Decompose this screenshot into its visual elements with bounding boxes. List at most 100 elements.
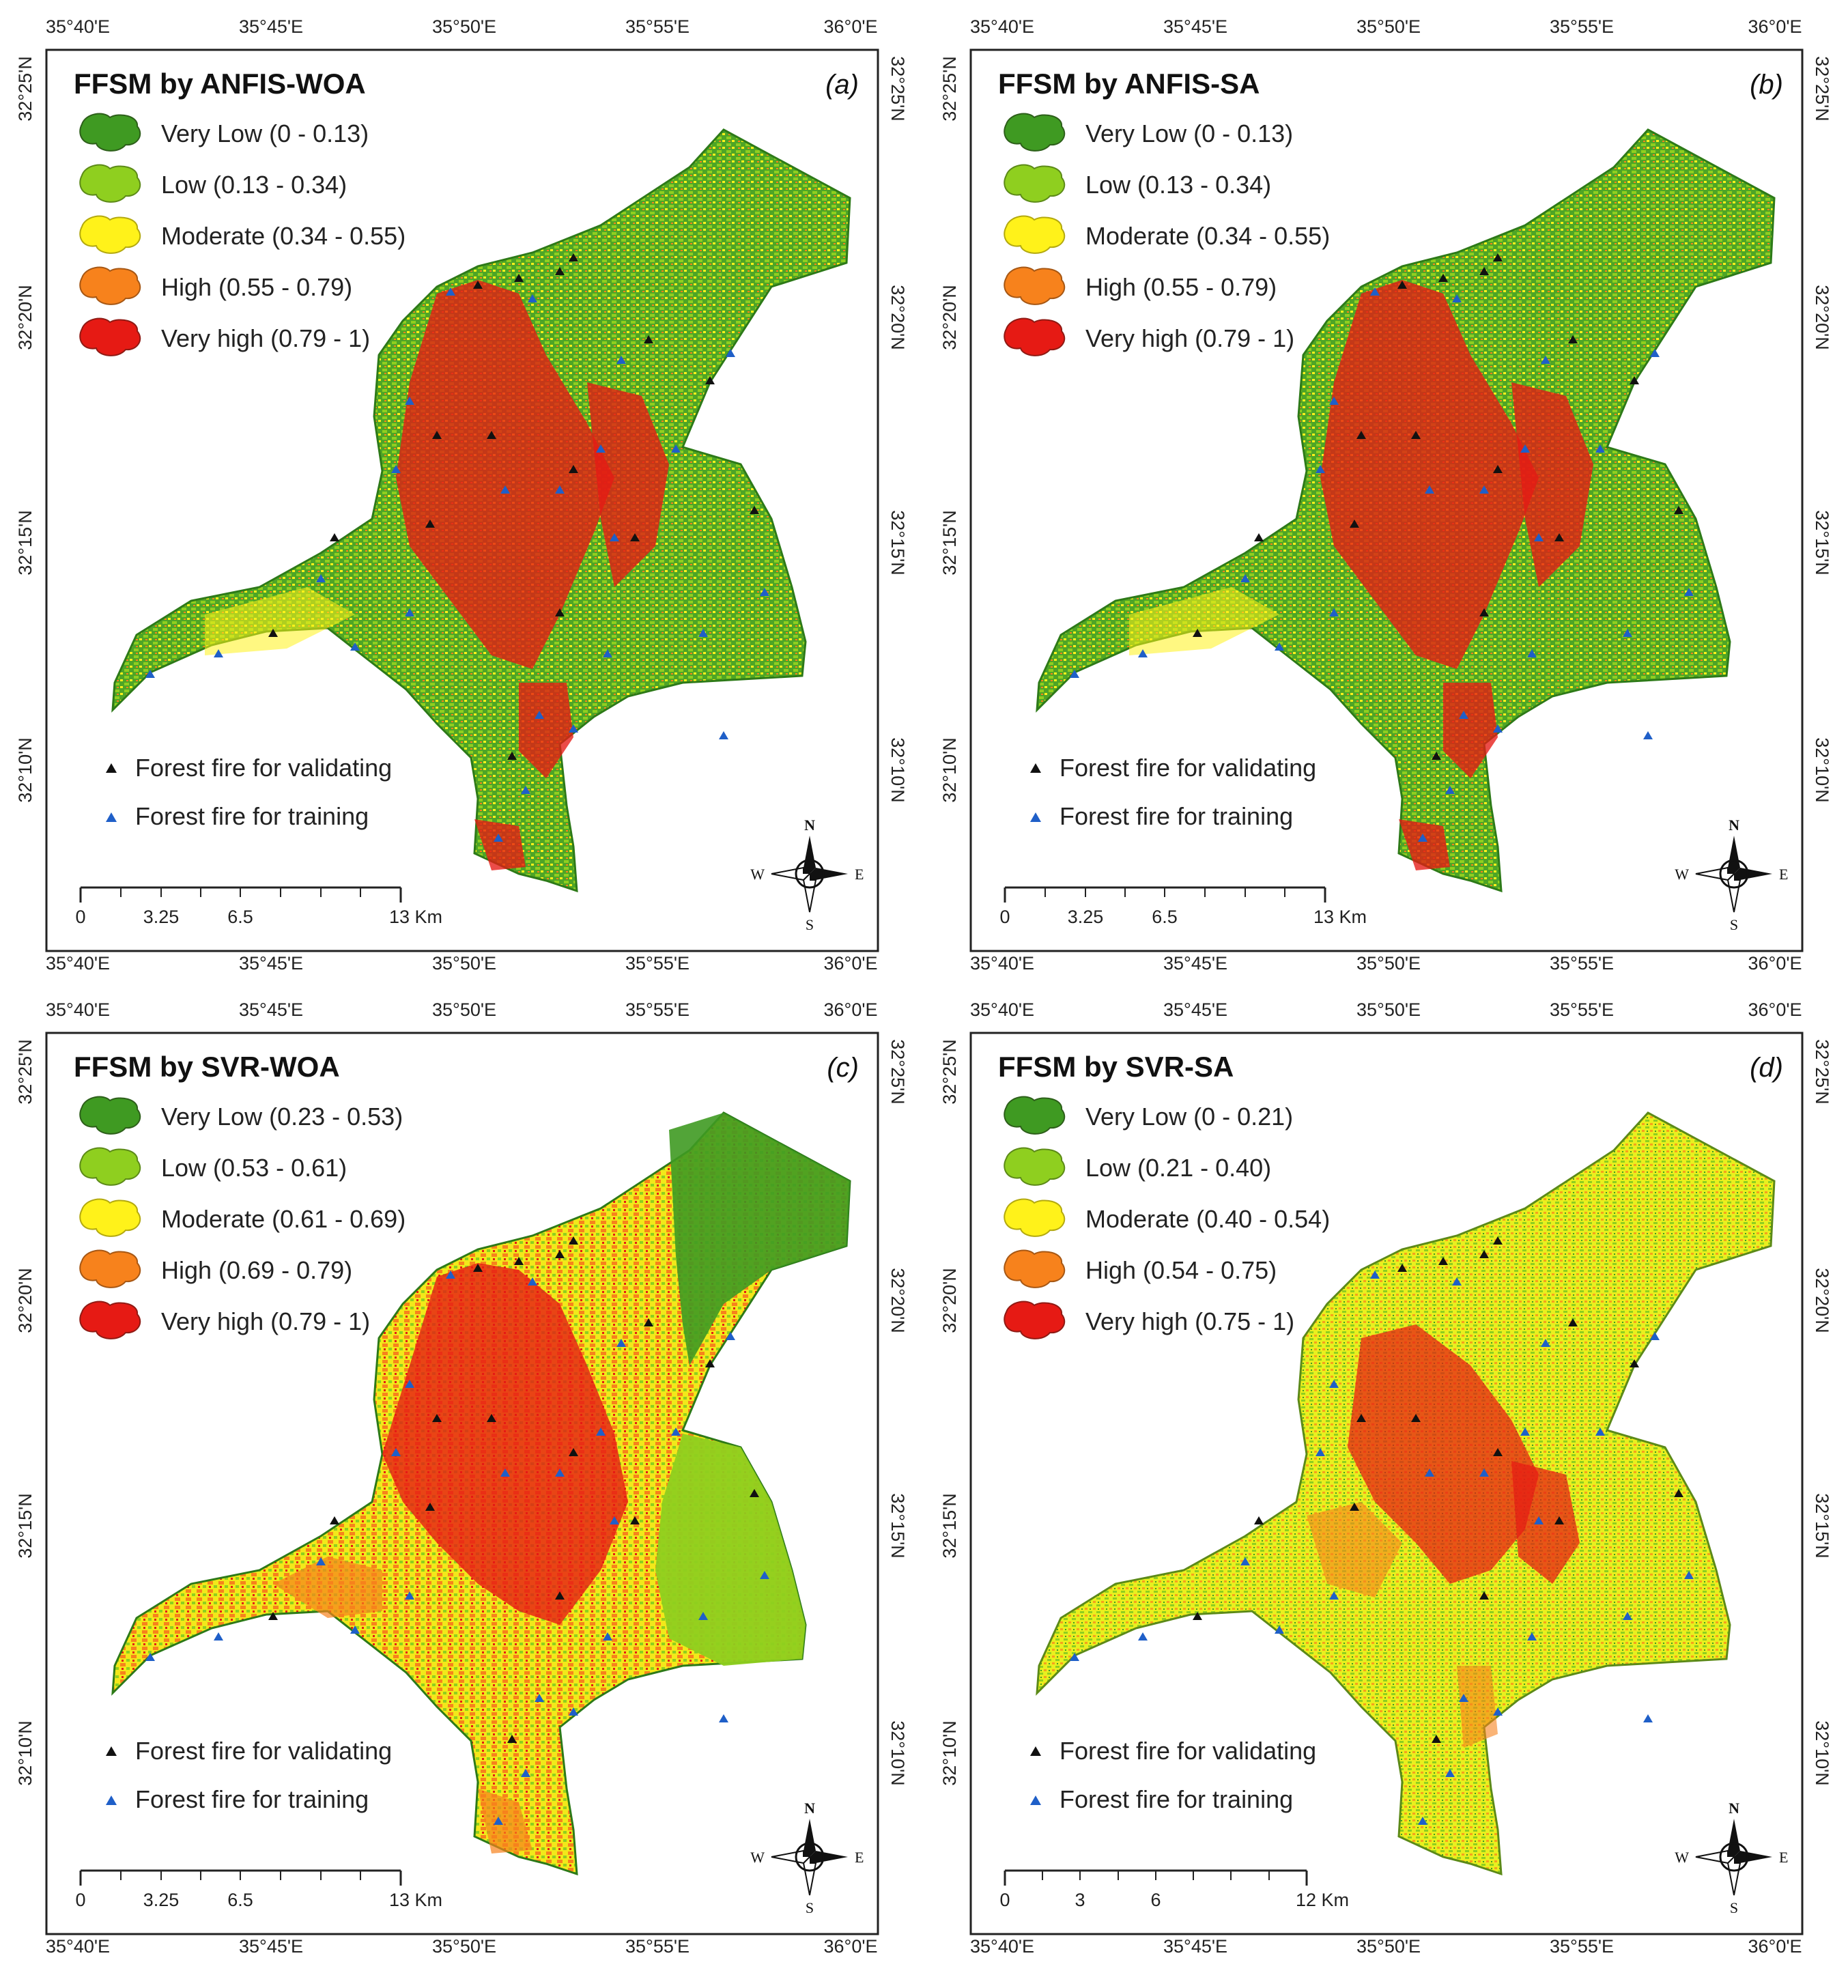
- validating-marker: [1479, 1250, 1489, 1258]
- training-marker: [1452, 294, 1462, 302]
- svg-text:Forest fire for validating: Forest fire for validating: [135, 754, 392, 782]
- svg-text:35°45'E: 35°45'E: [1163, 999, 1227, 1020]
- map-panel-anfis-woa: 35°40'E 35°45'E 35°50'E 35°55'E 36°0'E 3…: [15, 16, 908, 974]
- svg-text:Low (0.21 - 0.40): Low (0.21 - 0.40): [1085, 1154, 1271, 1182]
- svg-text:35°45'E: 35°45'E: [1163, 1936, 1227, 1957]
- training-marker: [760, 1571, 769, 1579]
- svg-text:32°15'N: 32°15'N: [15, 510, 35, 576]
- svg-text:S: S: [1730, 916, 1738, 933]
- validating-marker: [1479, 1591, 1489, 1600]
- marker-legend: Forest fire for validating Forest fire f…: [106, 754, 392, 830]
- validating-marker: [1254, 533, 1264, 541]
- training-marker: [1418, 834, 1427, 842]
- susceptibility-legend: Very Low (0 - 0.13) Low (0.13 - 0.34) Mo…: [1004, 113, 1330, 356]
- svg-text:35°45'E: 35°45'E: [239, 953, 303, 974]
- validating-marker: [1630, 376, 1639, 384]
- high-zone: [1307, 1502, 1402, 1598]
- lat-labels-left: 32°25'N 32°20'N 32°15'N 32°10'N: [939, 1039, 960, 1786]
- title: FFSM by ANFIS-WOA: [74, 68, 366, 100]
- training-marker: [405, 1380, 414, 1388]
- legend-swatch: [1004, 1096, 1066, 1135]
- svg-text:32°15'N: 32°15'N: [939, 510, 960, 576]
- validating-marker-symbol: [106, 763, 117, 773]
- svg-text:6.5: 6.5: [227, 1890, 253, 1910]
- susceptibility-legend: Very Low (0 - 0.13) Low (0.13 - 0.34) Mo…: [79, 113, 406, 356]
- training-marker: [1240, 1557, 1250, 1565]
- svg-text:35°40'E: 35°40'E: [970, 16, 1034, 37]
- svg-text:32°25'N: 32°25'N: [939, 56, 960, 122]
- svg-text:35°40'E: 35°40'E: [46, 1936, 110, 1957]
- map-panel-svr-woa: 35°40'E 35°45'E 35°50'E 35°55'E 36°0'E 3…: [15, 999, 908, 1957]
- training-marker: [719, 1714, 728, 1722]
- training-marker: [1452, 1277, 1462, 1286]
- susceptibility-legend: Very Low (0 - 0.21) Low (0.21 - 0.40) Mo…: [1004, 1096, 1330, 1339]
- validating-marker: [432, 431, 442, 439]
- marker-legend: Forest fire for validating Forest fire f…: [1030, 1737, 1316, 1813]
- validating-marker: [750, 506, 759, 514]
- marker-legend: Forest fire for validating Forest fire f…: [106, 1737, 392, 1813]
- training-marker: [616, 356, 626, 364]
- training-marker: [616, 1339, 626, 1347]
- svg-text:35°40'E: 35°40'E: [970, 999, 1034, 1020]
- very-high-zone: [1511, 1461, 1580, 1584]
- svg-text:32°25'N: 32°25'N: [15, 56, 35, 122]
- validating-marker: [705, 1359, 715, 1367]
- training-marker: [1623, 629, 1632, 637]
- legend-swatch: [79, 1147, 141, 1186]
- svg-text:E: E: [1779, 1849, 1788, 1866]
- map-panel-svr-sa: 35°40'E 35°45'E 35°50'E 35°55'E 36°0'E 3…: [939, 999, 1832, 1957]
- svg-text:35°45'E: 35°45'E: [239, 1936, 303, 1957]
- training-marker: [1650, 1332, 1660, 1340]
- training-marker: [1459, 711, 1468, 719]
- svg-text:32°20'N: 32°20'N: [887, 1268, 908, 1333]
- training-marker: [1316, 1448, 1325, 1456]
- svg-text:Forest fire for validating: Forest fire for validating: [1060, 754, 1316, 782]
- svg-text:35°45'E: 35°45'E: [1163, 16, 1227, 37]
- svg-text:3.25: 3.25: [143, 1890, 180, 1910]
- validating-marker: [425, 1503, 435, 1511]
- svg-text:35°40'E: 35°40'E: [46, 16, 110, 37]
- svg-text:32°10'N: 32°10'N: [887, 737, 908, 803]
- svg-text:N: N: [804, 816, 815, 834]
- training-marker: [446, 287, 455, 296]
- training-marker: [521, 1769, 530, 1777]
- svg-text:Very Low (0 - 0.13): Very Low (0 - 0.13): [1085, 119, 1293, 147]
- svg-text:Low (0.13 - 0.34): Low (0.13 - 0.34): [1085, 171, 1271, 199]
- validating-marker: [1432, 1735, 1441, 1743]
- svg-text:35°55'E: 35°55'E: [625, 999, 690, 1020]
- svg-text:32°20'N: 32°20'N: [939, 1268, 960, 1333]
- high-zone: [478, 1789, 532, 1854]
- very-high-zone: [1511, 382, 1593, 587]
- panel-tag: (b): [1750, 70, 1783, 100]
- svg-text:Forest fire for validating: Forest fire for validating: [135, 1737, 392, 1765]
- svg-text:0: 0: [999, 1890, 1010, 1910]
- svg-text:N: N: [804, 1800, 815, 1817]
- susceptibility-legend: Very Low (0.23 - 0.53) Low (0.53 - 0.61)…: [79, 1096, 406, 1339]
- high-zone: [1457, 1666, 1498, 1748]
- legend-swatch: [79, 1198, 141, 1237]
- svg-text:S: S: [806, 1899, 814, 1916]
- svg-text:32°20'N: 32°20'N: [939, 285, 960, 350]
- validating-marker: [1411, 1414, 1421, 1422]
- svg-text:FFSM by SVR-SA: FFSM by SVR-SA: [998, 1051, 1234, 1083]
- validating-marker-symbol: [106, 1746, 117, 1756]
- svg-text:35°50'E: 35°50'E: [1356, 953, 1421, 974]
- training-marker: [1643, 731, 1653, 739]
- training-marker: [726, 1332, 735, 1340]
- north-arrow: N S W E: [1675, 1800, 1788, 1916]
- svg-text:35°40'E: 35°40'E: [970, 953, 1034, 974]
- lon-labels-top: 35°40'E 35°45'E 35°50'E 35°55'E 36°0'E: [46, 16, 878, 37]
- legend-swatch: [1004, 164, 1066, 203]
- svg-text:FFSM by SVR-WOA: FFSM by SVR-WOA: [74, 1051, 340, 1083]
- validating-marker: [1493, 465, 1503, 473]
- validating-marker: [1554, 533, 1564, 541]
- training-marker-symbol: [106, 812, 117, 822]
- scale-bar: 0 3.25 6.5 13 Km: [999, 886, 1367, 927]
- svg-text:36°0'E: 36°0'E: [1748, 16, 1802, 37]
- very-high-zone: [1399, 819, 1450, 870]
- validating-marker: [1554, 1516, 1564, 1524]
- validating-marker: [1254, 1516, 1264, 1524]
- svg-text:Very high (0.79 - 1): Very high (0.79 - 1): [161, 1307, 370, 1335]
- svg-text:Forest fire for validating: Forest fire for validating: [1060, 1737, 1316, 1765]
- svg-text:35°50'E: 35°50'E: [1356, 16, 1421, 37]
